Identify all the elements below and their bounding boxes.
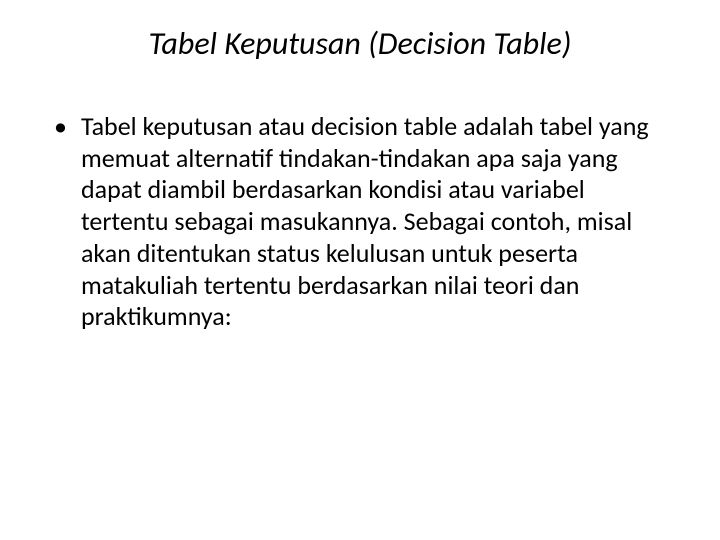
bullet-marker: • bbox=[54, 111, 67, 143]
bullet-item: • Tabel keputusan atau decision table ad… bbox=[50, 111, 650, 333]
slide-title: Tabel Keputusan (Decision Table) bbox=[40, 24, 680, 63]
slide-content: • Tabel keputusan atau decision table ad… bbox=[40, 111, 680, 333]
bullet-text: Tabel keputusan atau decision table adal… bbox=[81, 111, 650, 333]
slide-container: Tabel Keputusan (Decision Table) • Tabel… bbox=[0, 0, 720, 540]
